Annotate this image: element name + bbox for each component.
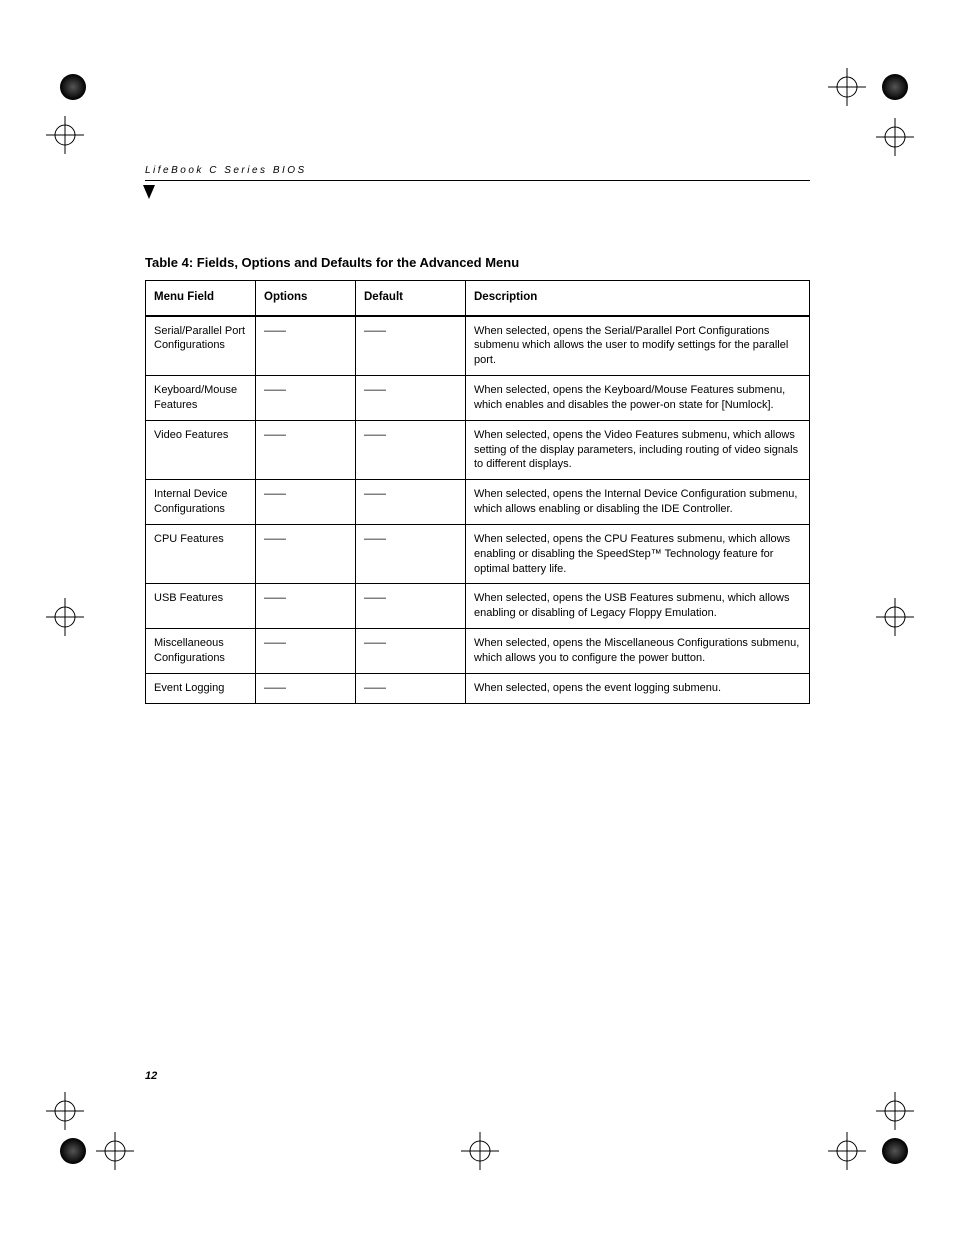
crop-mark-icon: [40, 1086, 90, 1136]
col-header-menu: Menu Field: [146, 281, 256, 316]
cell-default: ——: [356, 524, 466, 584]
cell-options: ——: [256, 673, 356, 703]
cell-desc: When selected, opens the Keyboard/Mouse …: [466, 376, 810, 421]
cell-default: ——: [356, 584, 466, 629]
crop-mark-icon: [40, 110, 90, 160]
header-triangle-icon: [143, 185, 155, 199]
cell-options: ——: [256, 629, 356, 674]
cell-default: ——: [356, 673, 466, 703]
cell-default: ——: [356, 376, 466, 421]
cell-desc: When selected, opens the Internal Device…: [466, 480, 810, 525]
cell-menu: Internal Device Configurations: [146, 480, 256, 525]
advanced-menu-table: Menu Field Options Default Description S…: [145, 280, 810, 704]
table-row: Video Features————When selected, opens t…: [146, 420, 810, 480]
cell-desc: When selected, opens the Video Features …: [466, 420, 810, 480]
crop-mark-icon: [822, 62, 872, 112]
col-header-desc: Description: [466, 281, 810, 316]
running-head: LifeBook C Series BIOS: [145, 165, 810, 181]
crop-mark-icon: [870, 62, 920, 112]
cell-desc: When selected, opens the CPU Features su…: [466, 524, 810, 584]
crop-mark-icon: [870, 1086, 920, 1136]
crop-mark-icon: [822, 1126, 872, 1176]
cell-menu: CPU Features: [146, 524, 256, 584]
cell-options: ——: [256, 524, 356, 584]
cell-default: ——: [356, 629, 466, 674]
table-row: USB Features————When selected, opens the…: [146, 584, 810, 629]
cell-options: ——: [256, 420, 356, 480]
table-caption: Table 4: Fields, Options and Defaults fo…: [145, 255, 810, 270]
cell-menu: Keyboard/Mouse Features: [146, 376, 256, 421]
table-row: Serial/Parallel Port Configurations————W…: [146, 316, 810, 376]
cell-menu: Miscellaneous Configurations: [146, 629, 256, 674]
cell-default: ——: [356, 316, 466, 376]
crop-mark-icon: [870, 1126, 920, 1176]
col-header-default: Default: [356, 281, 466, 316]
cell-menu: Video Features: [146, 420, 256, 480]
crop-mark-icon: [870, 112, 920, 162]
cell-menu: Serial/Parallel Port Configurations: [146, 316, 256, 376]
cell-options: ——: [256, 480, 356, 525]
page-number: 12: [145, 1070, 157, 1082]
page-content: LifeBook C Series BIOS Table 4: Fields, …: [145, 165, 810, 704]
cell-default: ——: [356, 480, 466, 525]
table-row: Internal Device Configurations————When s…: [146, 480, 810, 525]
table-row: Event Logging————When selected, opens th…: [146, 673, 810, 703]
cell-desc: When selected, opens the event logging s…: [466, 673, 810, 703]
col-header-options: Options: [256, 281, 356, 316]
cell-options: ——: [256, 584, 356, 629]
cell-options: ——: [256, 316, 356, 376]
cell-desc: When selected, opens the Miscellaneous C…: [466, 629, 810, 674]
crop-mark-icon: [870, 592, 920, 642]
cell-desc: When selected, opens the Serial/Parallel…: [466, 316, 810, 376]
cell-default: ——: [356, 420, 466, 480]
cell-options: ——: [256, 376, 356, 421]
crop-mark-icon: [48, 62, 98, 112]
cell-desc: When selected, opens the USB Features su…: [466, 584, 810, 629]
cell-menu: USB Features: [146, 584, 256, 629]
table-row: Keyboard/Mouse Features————When selected…: [146, 376, 810, 421]
table-row: CPU Features————When selected, opens the…: [146, 524, 810, 584]
crop-mark-icon: [90, 1126, 140, 1176]
crop-mark-icon: [40, 592, 90, 642]
crop-mark-icon: [48, 1126, 98, 1176]
cell-menu: Event Logging: [146, 673, 256, 703]
table-row: Miscellaneous Configurations————When sel…: [146, 629, 810, 674]
table-header-row: Menu Field Options Default Description: [146, 281, 810, 316]
crop-mark-icon: [455, 1126, 505, 1176]
